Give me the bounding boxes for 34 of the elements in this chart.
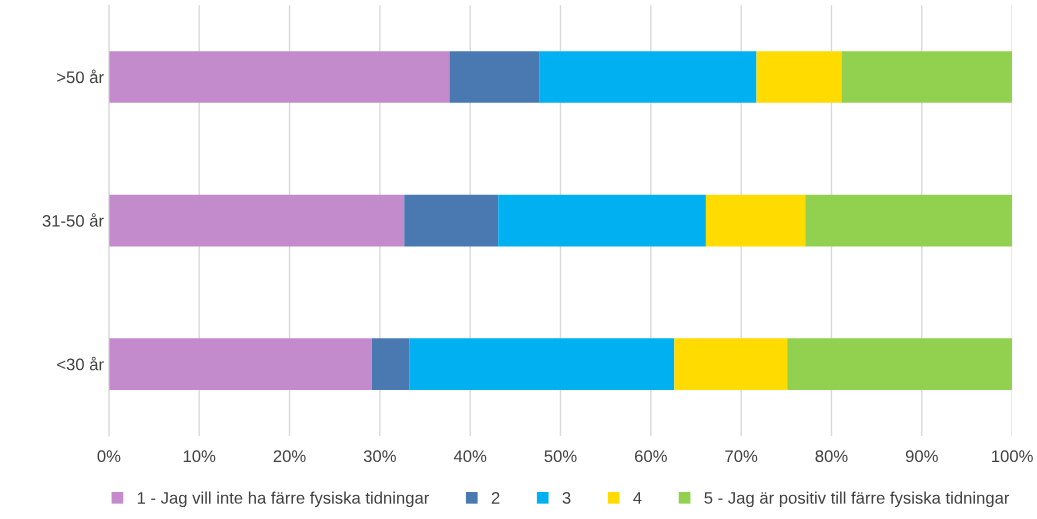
bar xyxy=(108,338,372,391)
x-tick-label: 80% xyxy=(815,450,848,463)
bar xyxy=(674,338,788,391)
y-tick-label: 31-50 år xyxy=(42,213,104,227)
bar xyxy=(787,338,1013,391)
bar xyxy=(371,338,410,391)
bar xyxy=(108,51,450,103)
bar xyxy=(539,51,757,103)
legend-label: 3 xyxy=(562,492,571,504)
bar xyxy=(756,51,842,103)
y-tick-label: >50 år xyxy=(57,69,104,84)
x-tick-label: 30% xyxy=(363,450,396,463)
x-tick-label: 70% xyxy=(725,450,758,463)
x-tick-label: 0% xyxy=(97,450,121,463)
legend-label: 5 - Jag är positiv till färre fysiska tidningar xyxy=(704,491,1010,508)
legend-label: 1 - Jag vill inte ha färre fysiska tidningar xyxy=(137,491,430,508)
x-tick-label: 50% xyxy=(544,450,577,463)
bar xyxy=(805,194,1013,247)
bar xyxy=(705,194,806,247)
bar xyxy=(841,51,1013,103)
bar xyxy=(449,51,540,103)
x-tick-label: 20% xyxy=(273,450,306,463)
x-tick-label: 10% xyxy=(183,450,216,463)
x-tick-label: 90% xyxy=(905,450,938,463)
legend-label: 4 xyxy=(633,492,642,504)
bar xyxy=(409,338,675,391)
bar xyxy=(108,194,405,247)
x-tick-label: 40% xyxy=(453,450,487,463)
y-tick-label: <30 år xyxy=(57,356,104,371)
bar xyxy=(498,194,706,247)
x-tick-label: 100% xyxy=(992,450,1033,463)
x-tick-label: 60% xyxy=(634,450,667,463)
legend-label: 2 xyxy=(491,492,500,504)
bar xyxy=(404,194,499,247)
